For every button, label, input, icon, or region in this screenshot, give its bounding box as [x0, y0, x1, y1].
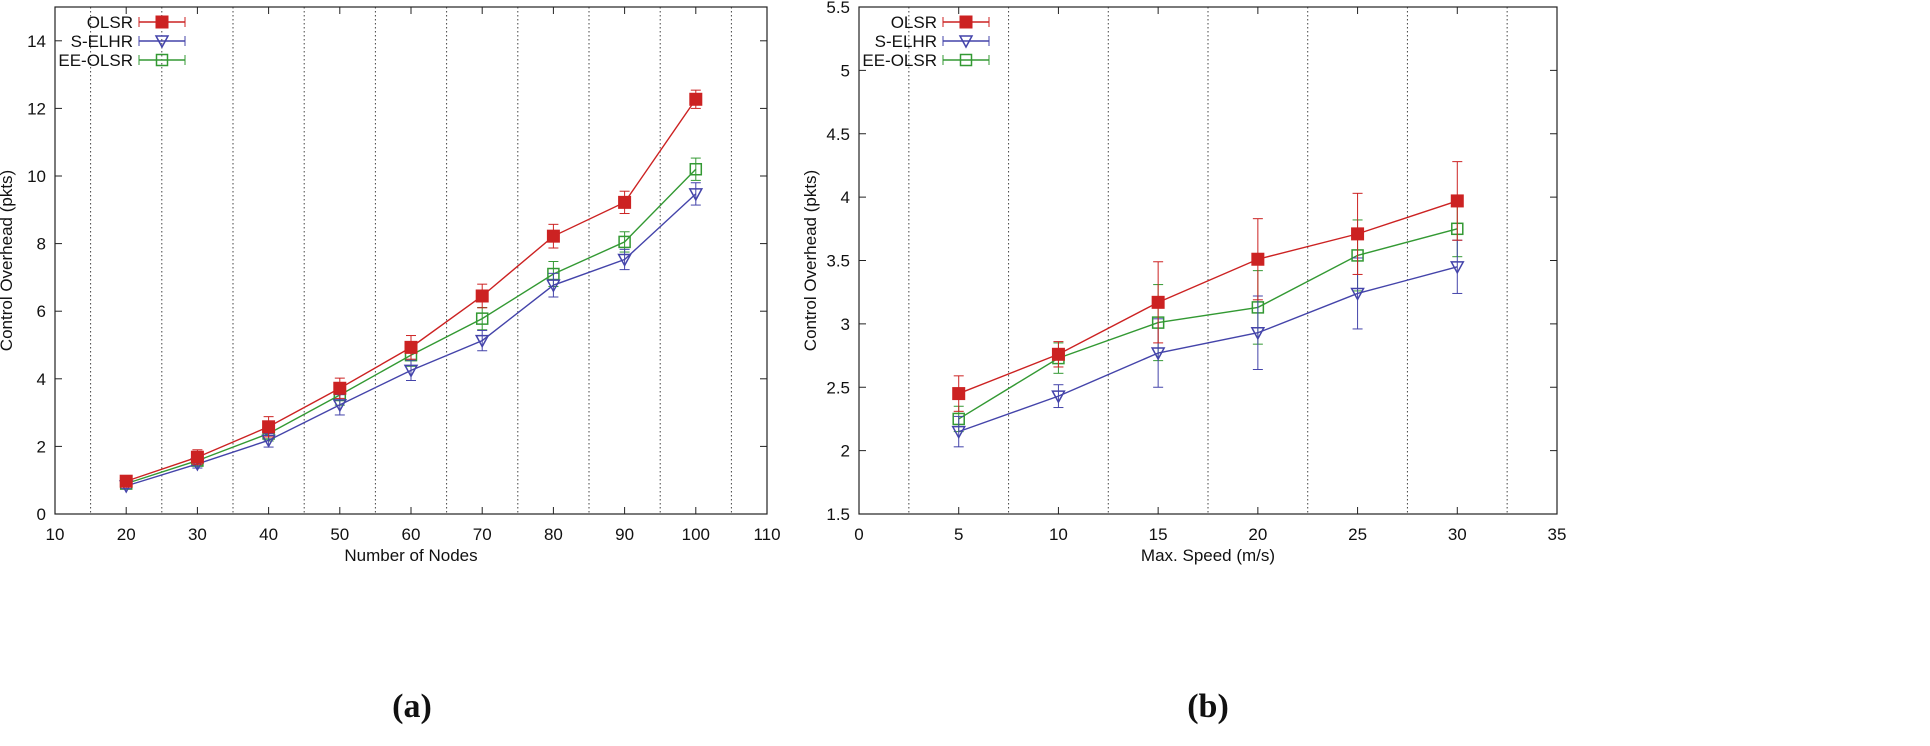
chart-a-ytick-label-5: 10 — [27, 167, 46, 186]
chart-b-point-s-elhr-2 — [1150, 347, 1166, 361]
chart-b-point-olsr-1 — [1051, 347, 1065, 361]
chart-a-ytick-label-0: 0 — [37, 505, 46, 524]
chart-b-xtick-label-0: 0 — [854, 525, 863, 544]
chart-a-point-olsr-5 — [475, 289, 489, 303]
chart-b-ytick-label-6: 4.5 — [826, 125, 850, 144]
chart-a-xtick-label-0: 10 — [46, 525, 65, 544]
chart-b-svg: 0 5 10 15 20 25 30 35 1.5 2 2.5 3 3.5 4 4.5 5 5.5 Max. Sp… — [801, 0, 1567, 565]
chart-b-ytick-label-2: 2.5 — [826, 378, 850, 397]
chart-a-point-ee-olsr-5 — [475, 312, 489, 325]
chart-b-point-s-elhr-5 — [1450, 261, 1465, 275]
chart-b-point-s-elhr-4 — [1350, 287, 1365, 302]
chart-a-point-olsr-7 — [618, 195, 632, 209]
chart-a-xtick-label-8: 90 — [615, 525, 634, 544]
chart-b-point-s-elhr-3 — [1250, 326, 1266, 341]
chart-b-legend-marker-ee-olsr — [959, 53, 973, 67]
chart-b-xtick-label-2: 10 — [1049, 525, 1068, 544]
chart-a-point-olsr-6 — [546, 229, 560, 243]
chart-a-legend-marker-olsr — [155, 15, 169, 29]
chart-b-point-s-elhr-1 — [1051, 390, 1066, 404]
chart-a-line-olsr — [125, 98, 697, 482]
chart-a-legend-label-s-elhr: S-ELHR — [71, 32, 133, 51]
chart-b-caption: (b) — [1187, 688, 1229, 725]
chart-a-point-s-elhr-4 — [403, 364, 419, 378]
chart-a-point-s-elhr-3 — [332, 399, 348, 413]
chart-a-caption: (a) — [392, 688, 432, 725]
chart-b-series-olsr — [952, 161, 1464, 412]
chart-b-xtick-label-3: 15 — [1149, 525, 1168, 544]
chart-a-svg: 10 20 30 40 50 60 70 80 90 100 110 0 2 4 6 8 10 12 14 Numbe… — [0, 6, 781, 565]
chart-b-ytick-label-0: 1.5 — [826, 505, 850, 524]
chart-a-ytick-label-6: 12 — [27, 99, 46, 118]
chart-b-ytick-label-8: 5.5 — [826, 0, 850, 17]
chart-a-point-ee-olsr-7 — [618, 235, 631, 249]
chart-b-legend-label-s-elhr: S-ELHR — [875, 32, 937, 51]
chart-b-xtick-label-6: 30 — [1448, 525, 1467, 544]
chart-b-xtick-label-4: 20 — [1248, 525, 1267, 544]
chart-a-xtick-label-10: 110 — [753, 525, 780, 544]
chart-b-legend-marker-olsr — [959, 15, 973, 29]
chart-a-xtick-label-9: 100 — [682, 525, 710, 544]
chart-a-ytick-label-1: 2 — [37, 437, 46, 456]
chart-a-point-olsr-3 — [333, 381, 347, 395]
chart-b-legend-label-ee-olsr: EE-OLSR — [862, 51, 937, 70]
chart-b-legend-label-olsr: OLSR — [891, 13, 937, 32]
chart-b-point-olsr-5 — [1450, 194, 1464, 208]
chart-a-point-olsr-0 — [119, 474, 133, 488]
chart-a-xtick-label-1: 20 — [117, 525, 136, 544]
chart-b-ytick-label-4: 3.5 — [826, 252, 850, 271]
chart-b-xtick-label-7: 35 — [1548, 525, 1567, 544]
chart-b-legend-marker-s-elhr — [958, 35, 974, 49]
chart-b-line-olsr — [958, 200, 1458, 395]
chart-b-point-s-elhr-0 — [951, 425, 966, 440]
chart-a-legend-label-ee-olsr: EE-OLSR — [58, 51, 133, 70]
chart-a-xtick-label-5: 60 — [402, 525, 421, 544]
chart-a-point-olsr-1 — [190, 450, 204, 464]
chart-b-point-olsr-3 — [1251, 252, 1265, 266]
chart-a-point-ee-olsr-8 — [689, 162, 703, 176]
chart-a-point-olsr-8 — [689, 92, 703, 106]
chart-a-series-olsr — [119, 89, 703, 488]
chart-a-legend-marker-s-elhr — [154, 35, 170, 49]
chart-b-ytick-label-1: 2 — [841, 442, 850, 461]
chart-a-point-olsr-4 — [404, 340, 418, 354]
chart-a-xtick-label-2: 30 — [188, 525, 207, 544]
chart-b-ylabel: Control Overhead (pkts) — [801, 170, 820, 351]
chart-a-ytick-label-3: 6 — [37, 302, 46, 321]
chart-a-point-s-elhr-5 — [474, 334, 490, 349]
chart-a-legend-label-olsr: OLSR — [87, 13, 133, 32]
chart-a-xtick-label-6: 70 — [473, 525, 492, 544]
chart-b-line-ee-olsr — [958, 228, 1458, 420]
chart-a-xtick-label-4: 50 — [330, 525, 349, 544]
chart-b-point-olsr-2 — [1151, 295, 1165, 309]
chart-a-xtick-label-7: 80 — [544, 525, 563, 544]
chart-b-ytick-label-3: 3 — [841, 315, 850, 334]
chart-a-point-s-elhr-6 — [546, 279, 561, 293]
chart-a-xtick-label-3: 40 — [259, 525, 278, 544]
chart-a-ytick-label-2: 4 — [37, 370, 46, 389]
chart-a: 10 20 30 40 50 60 70 80 90 100 110 0 2 4 6 8 10 12 14 Numbe… — [0, 6, 781, 725]
chart-b-point-olsr-0 — [952, 387, 966, 401]
chart-b-point-olsr-4 — [1351, 227, 1365, 241]
chart-a-ylabel: Control Overhead (pkts) — [0, 170, 16, 351]
chart-a-ytick-label-4: 8 — [37, 235, 46, 254]
chart-b-xtick-label-5: 25 — [1348, 525, 1367, 544]
chart-a-ytick-label-7: 14 — [27, 32, 46, 51]
chart-a-point-olsr-2 — [262, 420, 276, 434]
chart-b-xtick-label-1: 5 — [954, 525, 963, 544]
chart-b-ytick-label-7: 5 — [841, 61, 850, 80]
chart-a-line-ee-olsr — [125, 168, 697, 485]
chart-a-legend-marker-ee-olsr — [155, 53, 169, 67]
chart-a-point-s-elhr-7 — [617, 253, 632, 268]
chart-b: 0 5 10 15 20 25 30 35 1.5 2 2.5 3 3.5 4 4.5 5 5.5 Max. Sp… — [795, 0, 1930, 746]
chart-a-point-s-elhr-8 — [688, 188, 704, 202]
chart-b-xlabel: Max. Speed (m/s) — [1141, 546, 1275, 565]
chart-b-line-s-elhr — [958, 266, 1458, 433]
chart-b-ytick-label-5: 4 — [841, 188, 850, 207]
chart-a-xlabel: Number of Nodes — [344, 546, 477, 565]
